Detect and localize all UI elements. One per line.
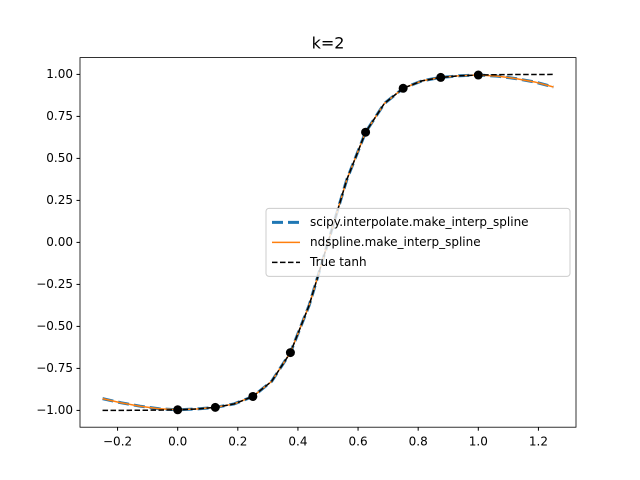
y-tick-label: 0.25 [46,193,73,207]
y-tick-label: −0.25 [36,277,73,291]
chart-title: k=2 [312,34,345,53]
y-tick-label: 0.00 [46,235,73,249]
axes-frame [79,57,577,428]
x-tick-label: 1.2 [529,435,548,449]
knot-point [173,405,183,415]
knot-point [248,391,258,401]
x-tick-label: −0.2 [103,435,132,449]
knot-point [436,72,446,82]
x-tick-label: 0.8 [409,435,428,449]
knot-point [210,402,220,412]
x-tick-label: 0.6 [349,435,368,449]
y-tick-label: −0.75 [36,361,73,375]
legend-box [265,207,571,277]
x-tick-label: 0.0 [168,435,187,449]
x-tick-label: 0.2 [228,435,247,449]
x-tick-label: 1.0 [469,435,488,449]
y-tick-label: 0.75 [46,109,73,123]
knot-point [473,70,483,80]
x-tick-label: 0.4 [288,435,307,449]
y-tick-label: −0.50 [36,319,73,333]
y-tick-label: 1.00 [46,67,73,81]
knot-point [285,348,295,358]
legend-label: scipy.interpolate.make_interp_spline [310,215,529,229]
knot-point [398,83,408,93]
legend-label: ndspline.make_interp_spline [310,235,481,249]
y-tick-label: −1.00 [36,403,73,417]
legend-label: True tanh [309,255,367,269]
y-tick-label: 0.50 [46,151,73,165]
knot-point [361,127,371,137]
